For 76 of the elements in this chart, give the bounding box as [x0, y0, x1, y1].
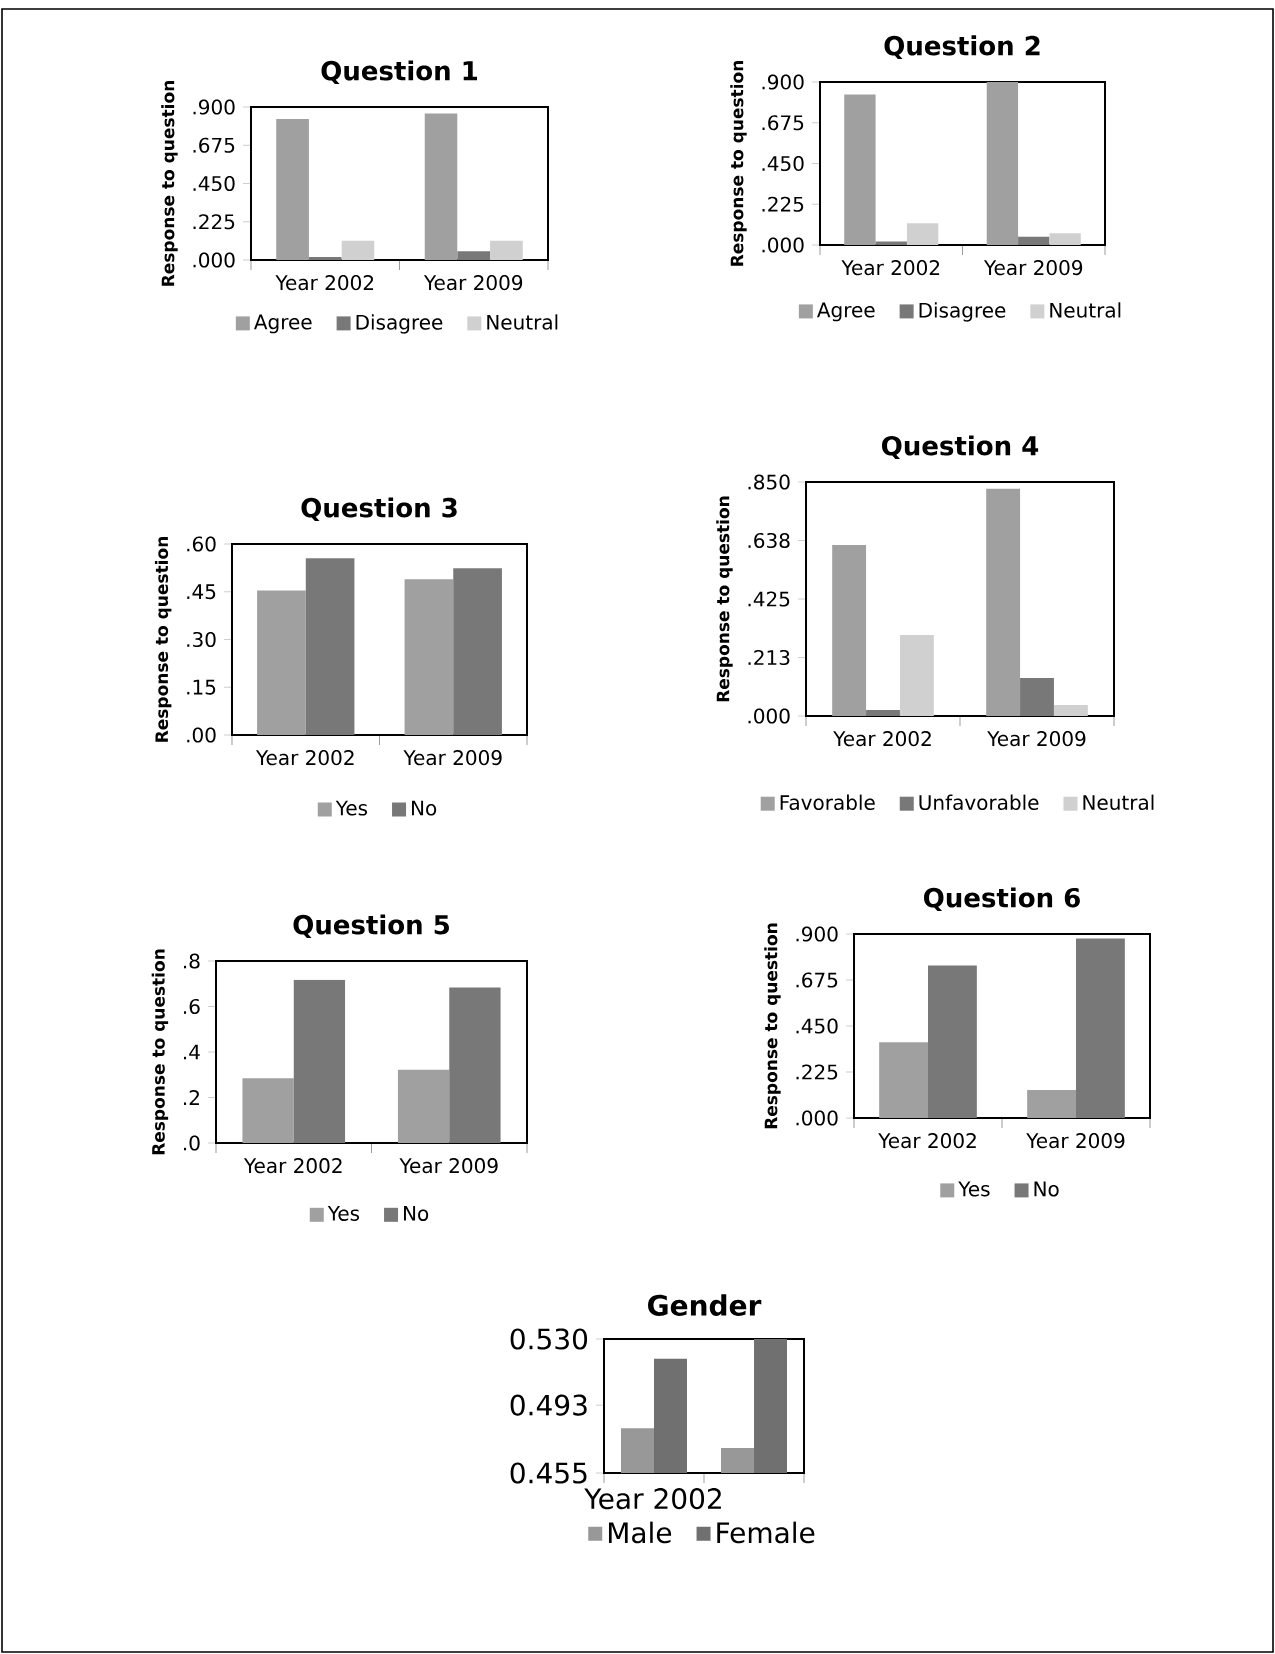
legend-label: Disagree	[919, 302, 1006, 322]
legend-label: No	[412, 800, 437, 816]
y-tick-label: 0.493	[510, 1394, 587, 1416]
legend-label: Neutral	[1050, 302, 1121, 318]
x-tick-label: Year 2002	[584, 1488, 721, 1510]
y-tick-label: .4	[183, 1044, 200, 1060]
x-tick-label: Year 2009	[983, 260, 1083, 276]
y-tick-label: .00	[187, 727, 216, 743]
y-axis-title: Response to question	[154, 537, 172, 742]
y-axis-title: Response to question	[764, 923, 781, 1129]
legend-label: Unfavorable	[919, 794, 1039, 811]
x-tick-label: Year 2002	[243, 1158, 342, 1174]
legend-label: Female	[717, 1521, 815, 1544]
chart-title: Question 1	[321, 60, 477, 84]
x-tick-label: Year 2009	[423, 275, 523, 291]
y-axis-title: Response to question	[716, 496, 733, 702]
chart-title: Gender	[648, 1294, 762, 1316]
y-tick-label: .60	[187, 536, 216, 552]
legend-label: No	[404, 1206, 429, 1221]
x-tick-label: Year 2002	[275, 275, 374, 291]
y-tick-label: .8	[183, 953, 200, 969]
y-tick-label: .425	[748, 591, 790, 607]
y-tick-label: .225	[193, 214, 235, 230]
y-tick-label: .2	[183, 1090, 199, 1105]
y-axis-title: Response to question	[151, 949, 169, 1155]
legend-label: Neutral	[487, 314, 558, 330]
x-tick-label: Year 2009	[403, 750, 502, 766]
x-tick-label: Year 2002	[878, 1133, 976, 1149]
x-tick-label: Year 2009	[1026, 1133, 1125, 1149]
y-tick-label: .225	[762, 196, 804, 212]
y-tick-label: .000	[762, 237, 804, 253]
chart-title: Question 6	[924, 887, 1080, 911]
y-tick-label: .000	[748, 708, 790, 724]
y-axis-title: Response to question	[730, 61, 747, 266]
x-tick-label: Year 2002	[255, 750, 354, 766]
y-tick-label: .850	[748, 474, 790, 490]
y-tick-label: .900	[796, 926, 838, 942]
chart-title: Question 4	[882, 435, 1039, 459]
x-tick-label: Year 2002	[841, 260, 940, 276]
y-tick-label: .675	[193, 137, 235, 153]
x-tick-label: Year 2009	[987, 731, 1086, 747]
legend-label: Disagree	[356, 314, 443, 334]
y-tick-label: .000	[796, 1110, 838, 1126]
legend-label: Neutral	[1083, 794, 1154, 811]
y-tick-label: .638	[748, 532, 790, 549]
y-tick-label: .225	[796, 1064, 838, 1080]
y-tick-label: 0.455	[510, 1462, 587, 1484]
y-tick-label: .0	[183, 1135, 200, 1151]
x-tick-label: Year 2009	[399, 1158, 498, 1174]
y-tick-label: .900	[762, 74, 804, 90]
y-tick-label: .000	[193, 252, 235, 268]
y-tick-label: .900	[193, 99, 235, 115]
y-tick-label: .450	[796, 1018, 838, 1034]
y-axis-title: Response to question	[161, 81, 178, 286]
chart-title: Question 2	[884, 35, 1040, 59]
legend-label: Favorable	[780, 794, 875, 811]
legend-label: Male	[608, 1521, 672, 1544]
y-tick-label: 0.530	[510, 1328, 588, 1350]
y-tick-label: .450	[193, 175, 235, 192]
legend-label: Agree	[817, 302, 875, 322]
y-tick-label: .6	[183, 998, 200, 1015]
legend-label: Agree	[254, 314, 312, 334]
y-tick-label: .15	[187, 679, 216, 695]
y-tick-label: .30	[187, 631, 216, 648]
y-tick-label: .675	[762, 115, 804, 131]
legend-label: Yes	[958, 1181, 990, 1197]
x-tick-label: Year 2002	[833, 731, 931, 747]
chart-title: Question 5	[293, 914, 449, 938]
legend-label: Yes	[335, 800, 368, 816]
legend-label: Yes	[327, 1206, 360, 1221]
y-tick-label: .450	[762, 155, 804, 172]
y-tick-label: .45	[187, 584, 216, 600]
y-tick-label: .675	[796, 972, 838, 988]
legend-label: No	[1034, 1181, 1059, 1197]
y-tick-label: .213	[748, 649, 790, 666]
chart-title: Question 3	[301, 497, 457, 521]
